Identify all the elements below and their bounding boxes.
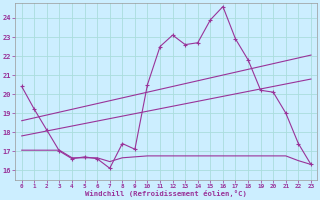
X-axis label: Windchill (Refroidissement éolien,°C): Windchill (Refroidissement éolien,°C) [85, 190, 247, 197]
